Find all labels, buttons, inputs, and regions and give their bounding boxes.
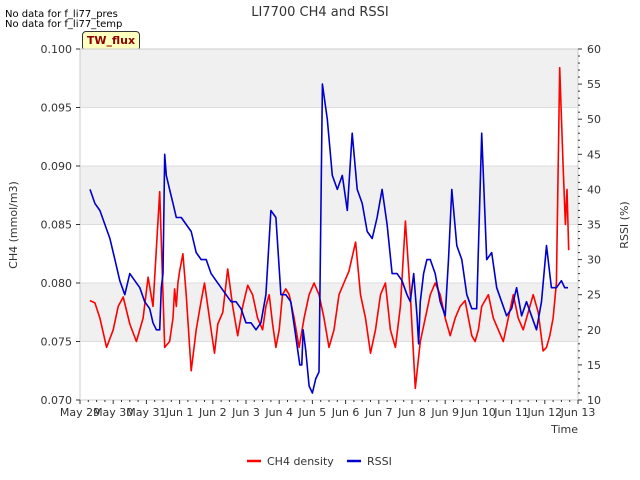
rssi-line	[89, 83, 568, 394]
y2-tick-label: 50	[587, 113, 601, 126]
y2-tick-label: 10	[587, 394, 601, 407]
chart-title: LI7700 CH4 and RSSI	[251, 5, 389, 20]
y2-tick-label: 30	[587, 254, 601, 267]
y2-tick-label: 40	[587, 183, 601, 196]
legend-ch4-density-label: CH4 density	[267, 455, 334, 468]
y-tick-label: 0.085	[41, 219, 73, 232]
y2-tick-label: 20	[587, 324, 601, 337]
no-data-message-temp: No data for f_li77_temp	[5, 19, 123, 30]
background-band	[80, 49, 578, 108]
x-tick-label: Jun 6	[331, 406, 360, 419]
background-band	[80, 166, 578, 225]
x-tick-label: Jun 7	[364, 406, 393, 419]
y2-tick-label: 35	[587, 219, 601, 232]
x-tick-label: Jun 8	[397, 406, 426, 419]
y-tick-label: 0.100	[41, 43, 73, 56]
y2-tick-label: 45	[587, 148, 601, 161]
y2-axis-label: RSSI (%)	[618, 201, 631, 248]
x-tick-label: May 29	[60, 406, 100, 419]
y-tick-label: 0.080	[41, 277, 73, 290]
y-tick-label: 0.095	[41, 102, 73, 115]
legend: CH4 density RSSI	[247, 455, 392, 468]
series-lines	[89, 66, 570, 394]
x-tick-label: May 30	[93, 406, 133, 419]
background-bands	[80, 49, 578, 342]
background-band	[80, 283, 578, 342]
x-tick-label: Jun 4	[264, 406, 293, 419]
y2-tick-label: 55	[587, 78, 601, 91]
x-tick-label: Jun 1	[165, 406, 194, 419]
x-tick-label: Jun 13	[560, 406, 596, 419]
x-tick-label: Jun 3	[231, 406, 260, 419]
x-tick-label: Jun 5	[298, 406, 327, 419]
y2-tick-label: 25	[587, 289, 601, 302]
x-tick-label: May 31	[126, 406, 166, 419]
axes: 0.070 0.075 0.080 0.085 0.090 0.095 0.100 10 15 2…	[41, 43, 602, 419]
x-tick-label: Jun 10	[460, 406, 496, 419]
y-axis-label: CH4 (mmol/m3)	[7, 181, 20, 269]
y2-tick-label: 15	[587, 359, 601, 372]
ch4-density-line	[89, 66, 570, 390]
x-tick-label: Jun 11	[493, 406, 529, 419]
no-data-message-pres: No data for f_li77_pres	[5, 9, 118, 20]
x-tick-label: Jun 9	[430, 406, 459, 419]
y-tick-label: 0.075	[41, 336, 73, 349]
legend-rssi-label: RSSI	[367, 455, 392, 468]
y-tick-label: 0.090	[41, 160, 73, 173]
x-axis-label: Time	[550, 423, 578, 436]
y2-tick-label: 60	[587, 43, 601, 56]
y-tick-label: 0.070	[41, 394, 73, 407]
x-tick-label: Jun 12	[526, 406, 562, 419]
x-tick-label: Jun 2	[198, 406, 227, 419]
